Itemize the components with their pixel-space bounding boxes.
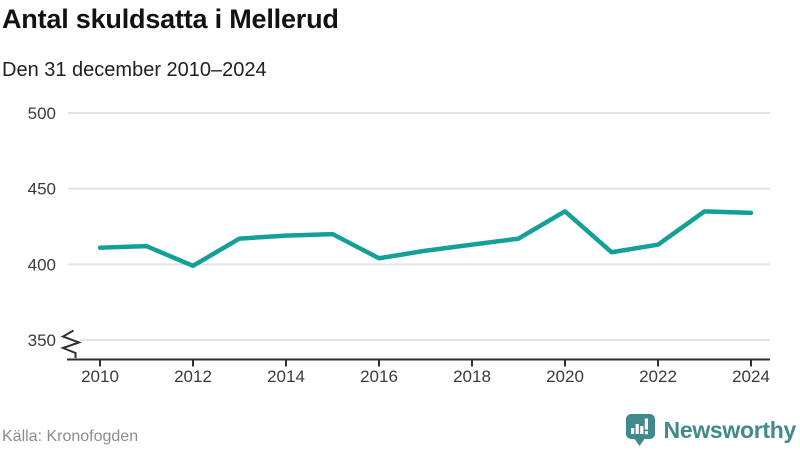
y-tick-label: 350 — [28, 331, 56, 350]
y-tick-label: 400 — [28, 255, 56, 274]
x-tick-label: 2016 — [360, 367, 398, 386]
y-tick-label: 500 — [28, 104, 56, 123]
source-note: Källa: Kronofogden — [2, 428, 139, 445]
x-tick-label: 2018 — [453, 367, 491, 386]
x-tick-label: 2024 — [732, 367, 770, 386]
x-tick-label: 2010 — [81, 367, 119, 386]
y-axis-labels: 350 400 450 500 — [28, 104, 56, 350]
x-tick-label: 2014 — [267, 367, 305, 386]
x-axis-labels: 2010 2012 2014 2016 2018 2020 2022 2024 — [81, 367, 770, 386]
logo-bars — [630, 418, 648, 435]
newsworthy-logo: Newsworthy — [624, 413, 796, 447]
y-axis-break-icon — [60, 329, 82, 358]
page-title: Antal skuldsatta i Mellerud — [2, 4, 339, 34]
y-tick-label: 450 — [28, 180, 56, 199]
x-tick-label: 2012 — [174, 367, 212, 386]
chart-subtitle: Den 31 december 2010–2024 — [2, 59, 267, 81]
gridlines — [68, 112, 770, 341]
x-tick-label: 2022 — [639, 367, 677, 386]
x-tick-label: 2020 — [546, 367, 584, 386]
x-axis-ticks — [99, 359, 752, 367]
newsworthy-bubble-chart-icon — [625, 414, 655, 446]
brand-name: Newsworthy — [663, 416, 797, 443]
data-series-line — [97, 209, 754, 269]
